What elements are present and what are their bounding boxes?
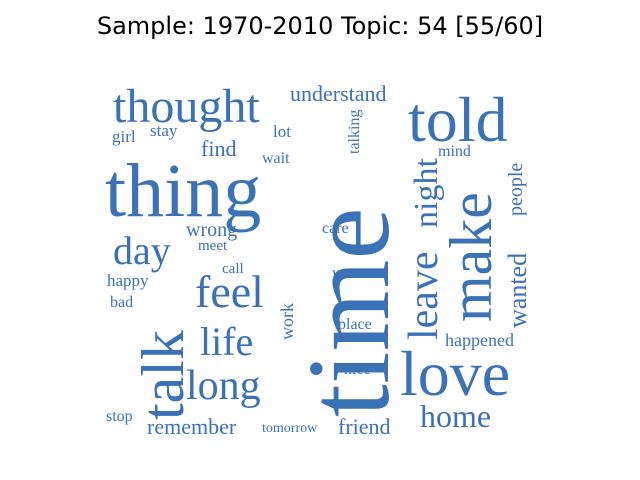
word-understand: understand bbox=[290, 81, 387, 106]
word-make: make bbox=[438, 192, 504, 322]
word-thing: thing bbox=[105, 149, 261, 233]
word-nice: nice bbox=[344, 361, 371, 378]
word-tomorrow: tomorrow bbox=[262, 421, 318, 436]
word-find: find bbox=[201, 136, 236, 161]
word-thought: thought bbox=[113, 80, 260, 133]
word-feel: feel bbox=[195, 266, 264, 317]
word-life: life bbox=[200, 319, 253, 364]
word-bad: bad bbox=[110, 294, 133, 311]
word-place: place bbox=[338, 316, 372, 333]
word-stop: stop bbox=[106, 408, 133, 425]
word-wanted: wanted bbox=[503, 253, 532, 328]
word-love: love bbox=[400, 338, 510, 409]
word-home: home bbox=[420, 398, 491, 434]
word-long: long bbox=[186, 363, 261, 409]
word-friend: friend bbox=[338, 414, 391, 439]
word-call: call bbox=[222, 261, 244, 277]
word-wait: wait bbox=[262, 150, 290, 167]
word-day: day bbox=[113, 228, 171, 273]
word-talk: talk bbox=[130, 330, 196, 420]
word-work: work bbox=[277, 303, 297, 340]
figure-title: Sample: 1970-2010 Topic: 54 [55/60] bbox=[96, 12, 544, 40]
word-wrong: wrong bbox=[186, 219, 237, 241]
word-remember: remember bbox=[147, 414, 237, 439]
word-mind: mind bbox=[438, 143, 471, 160]
word-told: told bbox=[408, 84, 508, 155]
word-years: years bbox=[332, 265, 366, 282]
word-meet: meet bbox=[198, 238, 228, 254]
word-happy: happy bbox=[107, 271, 149, 290]
word-stay: stay bbox=[150, 121, 178, 140]
word-leave: leave bbox=[401, 251, 447, 340]
word-girl: girl bbox=[112, 127, 136, 146]
word-lot: lot bbox=[273, 122, 291, 141]
word-happened: happened bbox=[445, 330, 514, 350]
word-night: night bbox=[408, 158, 445, 228]
word-talking: talking bbox=[346, 110, 363, 154]
word-time: time bbox=[283, 207, 414, 417]
word-people: people bbox=[505, 163, 527, 216]
word-care: care bbox=[322, 220, 349, 237]
